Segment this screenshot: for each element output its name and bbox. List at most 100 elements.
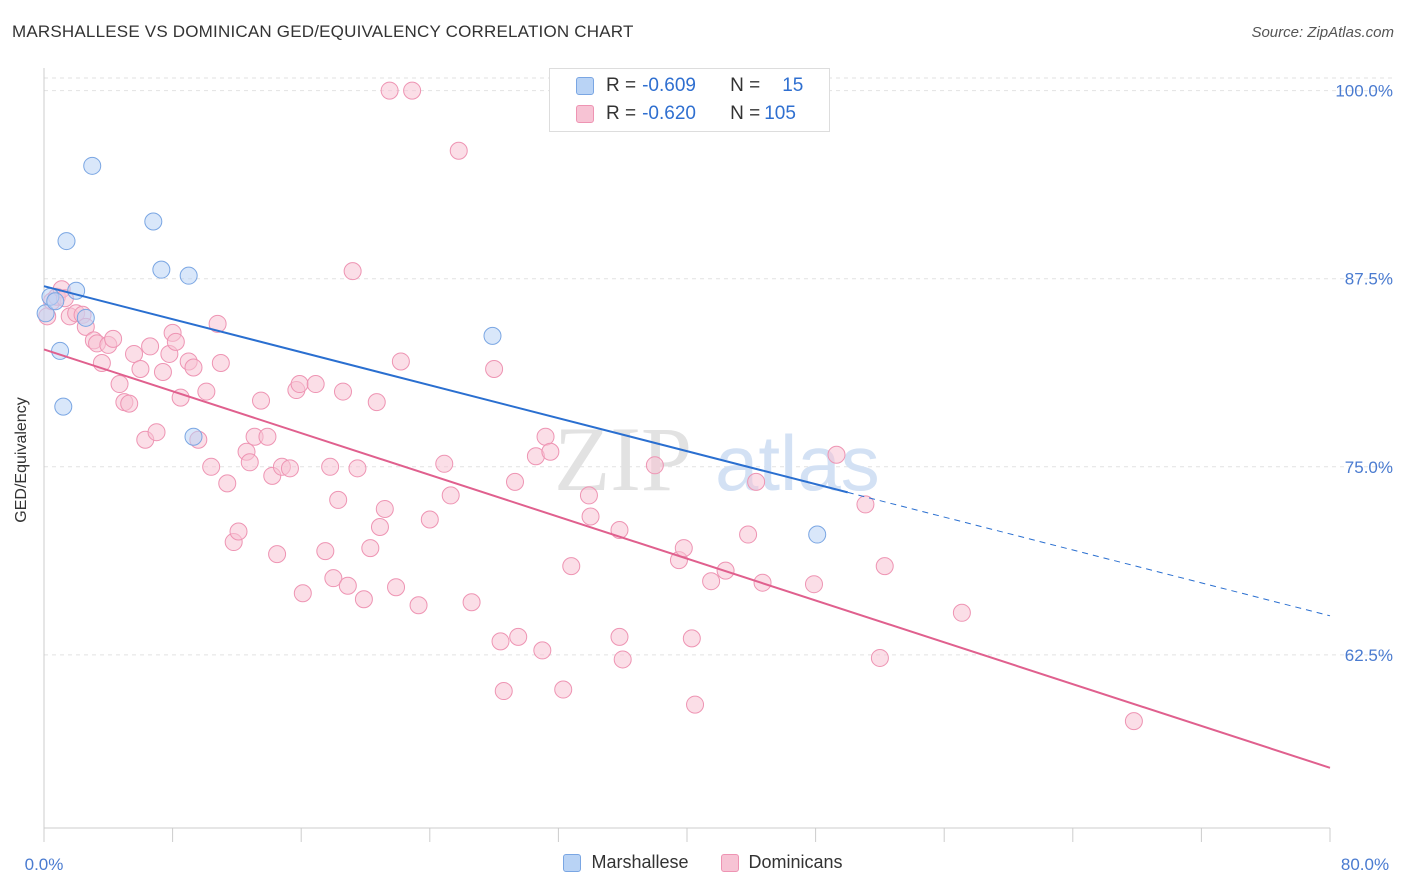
bottom-legend-label: Dominicans [748,852,843,872]
dominican-point [505,472,524,491]
dominican-point [494,682,513,701]
dominican-point [804,575,823,594]
marshallese-point [483,326,502,345]
dominican-point [581,507,600,526]
marshallese-point [36,304,55,323]
trend-lines [43,285,1331,769]
dominican-point [875,557,894,576]
legend-n-label: N = [730,75,761,96]
legend-r-label: R = [606,75,637,96]
dominican-point [485,359,504,378]
marshallese-point [179,266,198,285]
dominican-point [208,314,227,333]
dominican-point [682,629,701,648]
bottom-legend-label: Marshallese [591,852,689,872]
legend-n-label: N = [730,103,761,124]
x-tick-label-min: 0.0% [25,855,64,874]
dominican-point [441,486,460,505]
marshallese-point [144,212,163,231]
bottom-legend: Marshallese Dominicans [0,852,1406,873]
watermark-zip: ZIP [554,408,692,510]
marshallese-trend-line [43,285,848,494]
dominican-point [610,627,629,646]
dominican-point [316,542,335,561]
dominican-point [380,81,399,100]
source-label: Source: ZipAtlas.com [1251,24,1394,41]
dominican-point [306,375,325,394]
dominican-point [391,352,410,371]
dominican-point [184,358,203,377]
chart-title: MARSHALLESE VS DOMINICAN GED/EQUIVALENCY… [12,22,634,41]
y-tick-label: 62.5% [1345,646,1393,665]
dominican-point [536,427,555,446]
x-tick-label-max: 80.0% [1341,855,1389,874]
y-tick-label: 87.5% [1345,270,1393,289]
watermark: ZIP atlas [554,408,880,510]
axes [43,68,1331,842]
bottom-legend-dominicans: Dominicans [720,852,843,873]
marshallese-point [46,292,65,311]
legend-row-dominicans: R = -0.620 N = 105 [550,99,796,129]
dominican-point [354,590,373,609]
legend-r-value: -0.620 [642,103,696,124]
legend-n-value: 105 [764,103,796,124]
dominican-point [856,495,875,514]
dominican-point [202,457,221,476]
dominican-point [290,375,309,394]
dominican-point [827,445,846,464]
dominican-point [229,522,248,541]
dominican-point [435,454,454,473]
dominican-point [280,459,299,478]
dominican-point [258,427,277,446]
dominican-point [579,486,598,505]
dominican-point [509,627,528,646]
bottom-legend-marshallese: Marshallese [563,852,689,873]
marshallese-point [83,156,102,175]
legend-row-marshallese: R = -0.609 N = 15 [550,71,803,101]
dominican-point [110,375,129,394]
dominican-point [211,353,230,372]
dominican-point [554,680,573,699]
dominican-point [197,382,216,401]
dominican-point [420,510,439,529]
dominican-point [240,453,259,472]
dominican-point [1124,712,1143,731]
marshallese-point [184,427,203,446]
bottom-legend-swatch-marshallese [563,853,582,872]
legend-n-value: 15 [782,75,804,96]
dominican-point [613,650,632,669]
dominican-point [462,593,481,612]
dominican-point [166,332,185,351]
legend: R = -0.609 N = 15 R = -0.620 N = 105 [549,68,830,132]
dominican-point [367,393,386,412]
dominican-point [343,262,362,281]
dominican-trend-line [43,348,1331,769]
dominican-point [268,545,287,564]
legend-r-value: -0.609 [642,75,696,96]
dominican-point [409,596,428,615]
watermark-atlas: atlas [715,419,880,507]
y-tick-label: 75.0% [1345,458,1393,477]
dominican-point [141,337,160,356]
dominican-point [702,572,721,591]
dominican-point [370,518,389,537]
tick-labels: 62.5% 75.0% 87.5% 100.0% 0.0% 80.0% [25,82,1393,874]
points [36,81,1143,731]
dominican-point [147,423,166,442]
marshallese-point [76,308,95,327]
dominican-point [153,363,172,381]
dominican-point [348,459,367,478]
dominican-point [747,472,766,491]
marshallese-point [54,397,73,416]
dominican-point [338,576,357,595]
dominican-point [333,382,352,401]
dominican-point [870,648,889,667]
dominican-point [541,442,560,461]
dominican-point [125,344,144,363]
bottom-legend-swatch-dominicans [720,853,739,872]
dominican-point [293,584,312,603]
marshallese-point [152,260,171,279]
dominican-point [403,81,422,100]
marshallese-point [57,232,76,251]
